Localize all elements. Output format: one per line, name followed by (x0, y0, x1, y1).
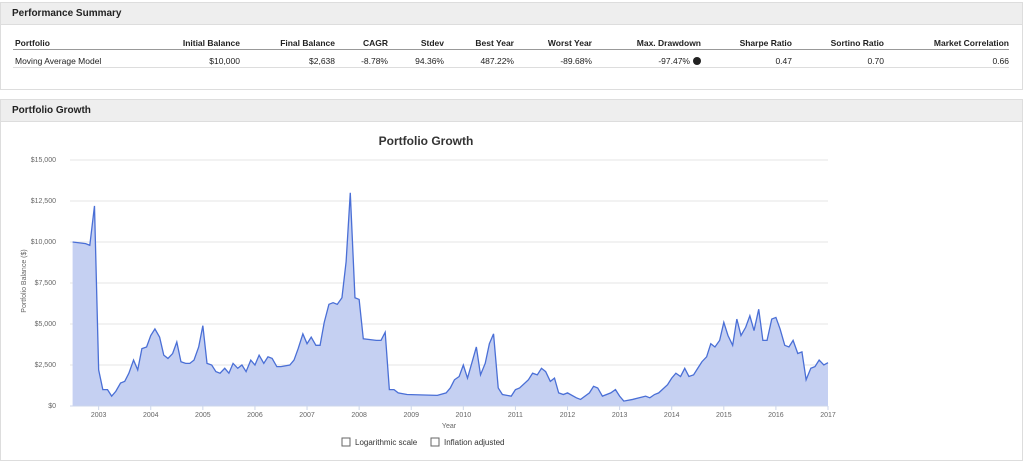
y-tick-label: $10,000 (31, 239, 56, 246)
x-tick-label: 2003 (91, 412, 107, 419)
column-header: Final Balance (280, 38, 335, 48)
table-cell: 94.36% (415, 56, 444, 66)
checkbox[interactable] (430, 437, 440, 447)
y-tick-label: $0 (48, 403, 56, 410)
y-tick-label: $7,500 (35, 280, 57, 287)
table-cell: 0.70 (867, 56, 884, 66)
column-header: Sortino Ratio (830, 38, 884, 48)
table-cell: Moving Average Model (15, 56, 102, 66)
x-tick-label: 2004 (143, 412, 159, 419)
x-tick-label: 2005 (195, 412, 211, 419)
x-tick-label: 2006 (247, 412, 263, 419)
y-tick-label: $15,000 (31, 157, 56, 164)
table-cell: -97.47% (658, 56, 690, 66)
column-header: Sharpe Ratio (739, 38, 792, 48)
panel-header: Performance Summary (1, 3, 1022, 25)
checkbox-label[interactable]: Logarithmic scale (355, 438, 418, 447)
row-divider (13, 67, 1009, 68)
x-tick-label: 2008 (351, 412, 367, 419)
y-tick-label: $2,500 (35, 362, 57, 369)
y-tick-label: $12,500 (31, 198, 56, 205)
table-cell: $10,000 (209, 56, 240, 66)
column-header: CAGR (362, 38, 388, 48)
x-tick-label: 2014 (664, 412, 680, 419)
checkbox[interactable] (341, 437, 351, 447)
table-cell: $2,638 (309, 56, 335, 66)
x-tick-label: 2012 (560, 412, 576, 419)
x-tick-label: 2015 (716, 412, 732, 419)
table-cell: 0.47 (775, 56, 792, 66)
column-header: Max. Drawdown (636, 38, 701, 48)
summary-panel: Performance Summary Portfolio Initial Bal… (0, 2, 1023, 90)
row-divider (13, 49, 1009, 50)
line (72, 192, 829, 402)
chart-title: Portfolio Growth (379, 134, 474, 148)
checkbox-label[interactable]: Inflation adjusted (444, 438, 505, 447)
column-header: Initial Balance (182, 38, 240, 48)
y-axis-label: Portfolio Balance ($) (21, 249, 28, 312)
info-icon[interactable] (693, 57, 701, 65)
x-tick-label: 2013 (612, 412, 628, 419)
x-tick-label: 2010 (456, 412, 472, 419)
column-header: Portfolio (15, 38, 50, 48)
x-tick-label: 2017 (820, 412, 836, 419)
column-header: Stdev (420, 38, 444, 48)
table-cell: 487.22% (480, 56, 514, 66)
column-header: Worst Year (547, 38, 592, 48)
x-tick-label: 2011 (508, 412, 523, 419)
x-tick-label: 2016 (768, 412, 784, 419)
x-axis-label: Year (442, 423, 457, 430)
chart: Portfolio Growth Year Portfolio Balance … (21, 134, 836, 447)
table-cell: -89.68% (560, 56, 592, 66)
y-tick-label: $5,000 (35, 321, 57, 328)
area (72, 192, 829, 406)
column-header: Market Correlation (933, 38, 1009, 48)
panel-header: Portfolio Growth (1, 100, 1022, 122)
table-cell: 0.66 (992, 56, 1009, 66)
table-cell: -8.78% (361, 56, 388, 66)
x-tick-label: 2007 (299, 412, 315, 419)
x-tick-label: 2009 (403, 412, 419, 419)
column-header: Best Year (475, 38, 514, 48)
